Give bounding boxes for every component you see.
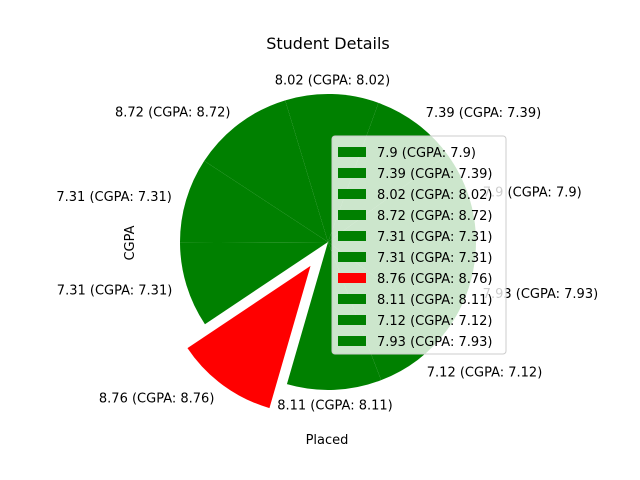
pie-slice (180, 160, 328, 243)
legend-label: 7.12 (CGPA: 7.12) (377, 314, 493, 329)
x-axis-label: Placed (306, 433, 349, 448)
legend-label: 7.9 (CGPA: 7.9) (377, 146, 476, 161)
legend-swatch (338, 273, 366, 283)
pie-slice (187, 265, 311, 409)
pie-slice (180, 242, 328, 325)
slice-label: 7.9 (CGPA: 7.9) (483, 185, 582, 200)
legend-swatch (338, 231, 366, 241)
slice-label: 7.39 (CGPA: 7.39) (426, 106, 542, 121)
y-axis-label: CGPA (123, 225, 138, 260)
slice-labels: 7.9 (CGPA: 7.9) 7.39 (CGPA: 7.39) 8.02 (CG… (56, 73, 598, 413)
legend-swatch (338, 294, 366, 304)
slice-label: 7.31 (CGPA: 7.31) (56, 190, 172, 205)
legend-swatch (338, 168, 366, 178)
slice-label: 8.76 (CGPA: 8.76) (99, 391, 215, 406)
legend: 7.9 (CGPA: 7.9) 7.39 (CGPA: 7.39) 8.02 (CG… (331, 135, 507, 355)
legend-label: 7.31 (CGPA: 7.31) (377, 251, 493, 266)
legend-label: 8.02 (CGPA: 8.02) (377, 188, 493, 203)
legend-swatch (338, 210, 366, 220)
pie-slice (204, 100, 328, 242)
legend-label: 7.93 (CGPA: 7.93) (377, 335, 493, 350)
legend-label: 8.11 (CGPA: 8.11) (377, 293, 493, 308)
legend-box (331, 135, 507, 355)
slice-label: 7.93 (CGPA: 7.93) (483, 287, 599, 302)
legend-swatch (338, 315, 366, 325)
slice-label: 8.11 (CGPA: 8.11) (277, 399, 393, 414)
legend-label: 8.76 (CGPA: 8.76) (377, 272, 493, 287)
legend-swatch (338, 336, 366, 346)
chart-title: Student Details (266, 34, 390, 53)
slice-label: 7.31 (CGPA: 7.31) (57, 284, 173, 299)
slice-label: 8.72 (CGPA: 8.72) (115, 106, 231, 121)
legend-swatch (338, 252, 366, 262)
legend-label: 7.39 (CGPA: 7.39) (377, 167, 493, 182)
slice-label: 7.12 (CGPA: 7.12) (427, 365, 543, 380)
legend-label: 7.31 (CGPA: 7.31) (377, 230, 493, 245)
legend-swatch (338, 147, 366, 157)
slice-label: 8.02 (CGPA: 8.02) (275, 73, 391, 88)
legend-swatch (338, 189, 366, 199)
legend-label: 8.72 (CGPA: 8.72) (377, 209, 493, 224)
